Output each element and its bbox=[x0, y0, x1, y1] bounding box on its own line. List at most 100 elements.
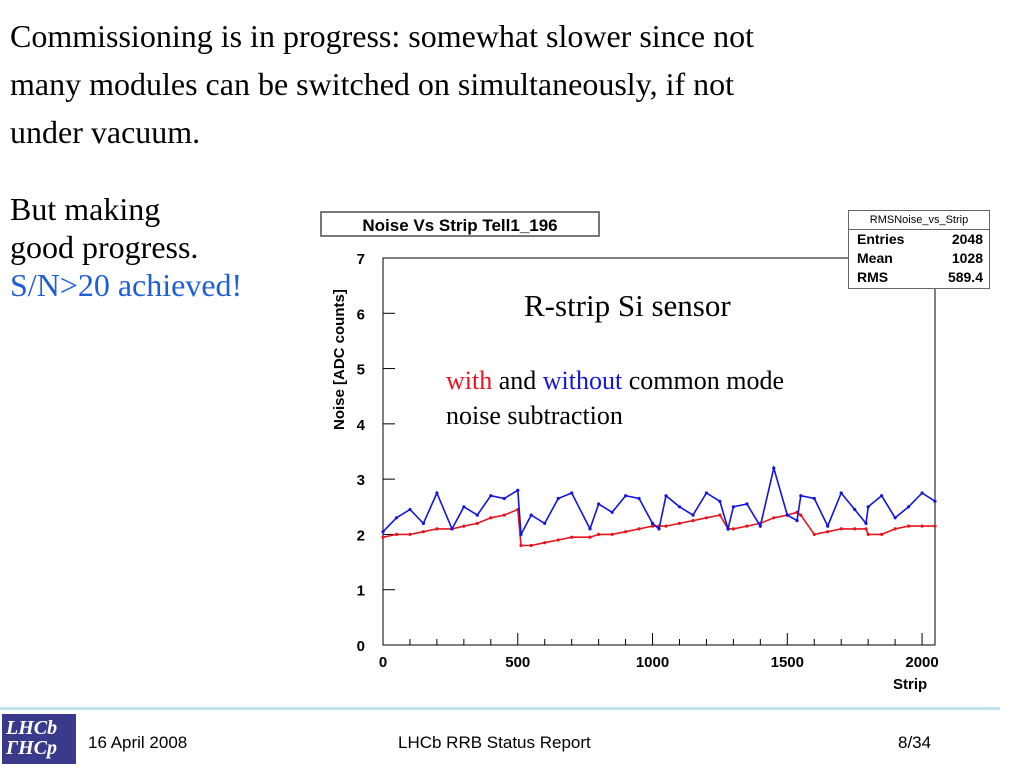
y-tick-label: 7 bbox=[357, 251, 365, 268]
stats-row: Entries 2048 bbox=[849, 230, 989, 249]
data-point-with bbox=[394, 532, 399, 537]
stats-name: RMSNoise_vs_Strip bbox=[849, 211, 989, 230]
data-point-with bbox=[408, 532, 412, 537]
mode-annotation-line2: noise subtraction bbox=[446, 401, 623, 430]
data-point-without bbox=[588, 527, 592, 531]
stats-label: Entries bbox=[857, 231, 905, 247]
footer-date: 16 April 2008 bbox=[88, 733, 188, 752]
y-tick-label: 4 bbox=[357, 417, 366, 434]
stats-box: RMSNoise_vs_Strip Entries 2048 Mean 1028 R… bbox=[848, 210, 990, 289]
series-line-without bbox=[382, 464, 936, 538]
data-point-with bbox=[543, 541, 547, 545]
data-point-without bbox=[529, 513, 533, 517]
page-number: 8/34 bbox=[898, 733, 932, 752]
data-point-without bbox=[570, 491, 574, 495]
data-point-without bbox=[664, 494, 668, 498]
y-tick-label: 1 bbox=[357, 583, 365, 600]
y-tick-label: 5 bbox=[357, 362, 365, 379]
intro-line: many modules can be switched on simultan… bbox=[10, 66, 735, 102]
data-point-without bbox=[799, 494, 803, 498]
progress-note: But making good progress. S/N>20 achieve… bbox=[10, 190, 242, 304]
data-point-with bbox=[718, 513, 722, 517]
data-point-with bbox=[489, 516, 493, 520]
data-point-without bbox=[381, 530, 385, 534]
data-point-with bbox=[597, 532, 601, 537]
data-point-without bbox=[637, 496, 641, 501]
data-point-with bbox=[588, 535, 592, 539]
data-point-without bbox=[475, 513, 479, 517]
logo-line: ΓHCp bbox=[6, 737, 57, 759]
data-point-without bbox=[610, 510, 614, 514]
y-tick-label: 3 bbox=[357, 472, 365, 489]
sn-highlight: S/N>20 achieved! bbox=[10, 267, 243, 303]
data-point-with bbox=[893, 527, 897, 531]
plot-frame bbox=[382, 257, 936, 646]
data-point-with bbox=[570, 535, 574, 539]
progress-line: But making bbox=[10, 191, 161, 227]
data-point-with bbox=[462, 524, 466, 528]
stats-value: 2048 bbox=[951, 231, 983, 247]
data-point-without bbox=[677, 505, 682, 509]
data-point-with bbox=[866, 532, 870, 537]
data-point-with bbox=[731, 527, 736, 531]
data-point-with bbox=[745, 524, 749, 528]
x-tick-label: 2000 bbox=[905, 654, 938, 671]
data-point-without bbox=[839, 491, 843, 495]
data-point-with bbox=[864, 527, 868, 531]
without-label: without bbox=[543, 366, 623, 395]
data-point-without bbox=[394, 516, 399, 520]
data-point-with bbox=[812, 532, 816, 537]
data-point-with bbox=[421, 530, 425, 534]
data-point-with bbox=[637, 527, 641, 531]
data-point-without bbox=[519, 532, 523, 537]
y-tick-label: 0 bbox=[357, 638, 365, 655]
data-point-with bbox=[704, 516, 709, 520]
data-point-with bbox=[624, 530, 628, 534]
data-point-with bbox=[920, 524, 924, 528]
data-point-without bbox=[880, 494, 884, 498]
mode-rest: common mode bbox=[622, 366, 784, 395]
data-point-with bbox=[664, 524, 668, 528]
data-point-without bbox=[893, 516, 897, 520]
stats-label: Mean bbox=[857, 250, 893, 266]
x-tick-label: 500 bbox=[505, 654, 530, 671]
data-point-without bbox=[864, 521, 868, 526]
data-point-without bbox=[758, 524, 762, 528]
stats-value: 1028 bbox=[951, 250, 983, 266]
data-point-without bbox=[657, 527, 661, 531]
data-point-with bbox=[691, 519, 695, 523]
data-point-without bbox=[597, 502, 601, 506]
data-point-with bbox=[556, 538, 560, 542]
data-point-without bbox=[502, 496, 506, 501]
data-point-with bbox=[839, 527, 843, 531]
data-point-with bbox=[853, 527, 857, 531]
chart-series bbox=[381, 464, 937, 548]
x-tick-label: 0 bbox=[379, 654, 387, 671]
intro-line: Commissioning is in progress: somewhat s… bbox=[10, 18, 754, 54]
data-point-without bbox=[718, 499, 722, 503]
x-tick-label: 1000 bbox=[636, 654, 669, 671]
footer-divider bbox=[0, 707, 1000, 710]
chart-title: Noise Vs Strip Tell1_196 bbox=[320, 211, 600, 237]
data-point-with bbox=[529, 543, 533, 548]
y-tick-label: 2 bbox=[357, 527, 365, 544]
data-point-with bbox=[933, 524, 937, 528]
data-point-with bbox=[475, 521, 479, 526]
data-point-with bbox=[435, 527, 439, 531]
data-point-with bbox=[610, 532, 614, 537]
data-point-without bbox=[691, 513, 695, 517]
data-point-with bbox=[502, 513, 506, 517]
data-point-without bbox=[408, 507, 412, 512]
sensor-annotation: R-strip Si sensor bbox=[524, 288, 731, 323]
stats-row: RMS 589.4 bbox=[849, 268, 989, 287]
lhcb-logo: LHCb ΓHCp bbox=[2, 714, 76, 764]
data-point-without bbox=[933, 499, 937, 503]
progress-line: good progress. bbox=[10, 229, 199, 265]
data-point-without bbox=[450, 527, 454, 531]
data-point-without bbox=[704, 491, 709, 495]
mode-annotation: with and without common mode bbox=[446, 366, 784, 395]
data-point-without bbox=[812, 496, 816, 501]
data-point-with bbox=[826, 530, 830, 534]
data-point-without bbox=[462, 505, 466, 509]
